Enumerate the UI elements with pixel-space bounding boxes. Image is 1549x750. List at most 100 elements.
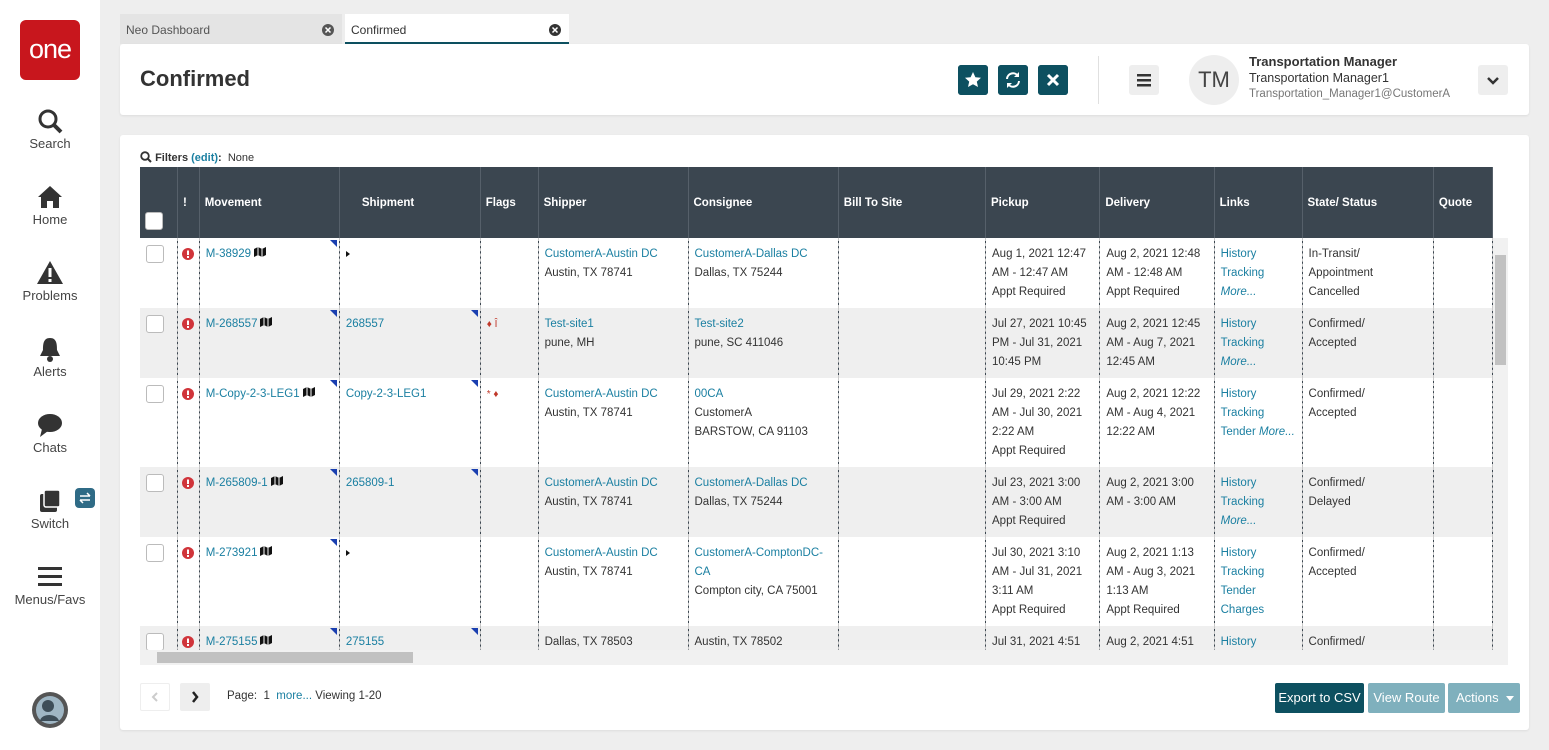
consignee-link[interactable]: CustomerA-Dallas DC (694, 248, 808, 260)
row-link[interactable]: History (1220, 477, 1257, 489)
row-checkbox[interactable] (146, 385, 164, 403)
table-viewport: ! Movement Shipment Flags Shipper Consignee Bi… (140, 167, 1493, 650)
nav-problems[interactable]: Problems (0, 260, 100, 303)
link-line: Charges (1221, 601, 1296, 620)
row-link[interactable]: Tracking (1220, 566, 1265, 578)
shipment-link[interactable]: 268557 (345, 318, 385, 330)
movement-link[interactable]: M-265809-1 (205, 477, 268, 489)
cell (177, 467, 200, 537)
map-icon[interactable] (260, 635, 273, 645)
row-link[interactable]: History (1220, 248, 1257, 260)
row-link[interactable]: History (1220, 636, 1257, 648)
row-link[interactable]: Tender (1220, 426, 1256, 438)
map-icon[interactable] (260, 546, 273, 556)
status-text: Delayed (1308, 496, 1351, 508)
nav-home[interactable]: Home (0, 184, 100, 227)
movement-link[interactable]: M-268557 (205, 318, 258, 330)
consignee-link[interactable]: CustomerA-Dallas DC (694, 477, 808, 489)
view-route-button[interactable]: View Route (1368, 683, 1445, 713)
h-scroll-thumb[interactable] (157, 652, 413, 663)
actions-button[interactable]: Actions (1448, 683, 1520, 713)
corner-flag (329, 469, 337, 476)
shipment-link[interactable]: 265809-1 (345, 477, 395, 489)
prev-page[interactable] (140, 683, 170, 711)
movement-link[interactable]: M-38929 (205, 248, 252, 260)
row-link[interactable]: History (1220, 388, 1257, 400)
v-scroll-thumb[interactable] (1495, 255, 1506, 365)
map-icon[interactable] (254, 247, 267, 257)
map-icon[interactable] (302, 387, 315, 397)
column-label: State/ Status (1307, 196, 1378, 209)
shipper-link[interactable]: Test-site1 (544, 318, 594, 330)
shipper-link[interactable]: CustomerA-Austin DC (544, 248, 658, 260)
link-line: History (1221, 385, 1296, 404)
row-checkbox[interactable] (146, 474, 164, 492)
shipment-link[interactable]: 275155 (345, 636, 385, 648)
nav-alerts[interactable]: Alerts (0, 336, 100, 379)
nav-chats[interactable]: Chats (0, 412, 100, 455)
row-checkbox[interactable] (146, 544, 164, 562)
cell: 268557 (339, 308, 481, 378)
map-icon[interactable] (260, 317, 273, 327)
refresh-button[interactable] (998, 65, 1028, 95)
nav-switch[interactable]: Switch (0, 488, 100, 531)
filters-edit[interactable]: (edit) (191, 152, 219, 164)
pager-more[interactable]: more... (276, 690, 313, 702)
close-button[interactable] (1038, 65, 1068, 95)
tab-close[interactable] (322, 24, 334, 36)
row-link[interactable]: Tender (1220, 585, 1256, 597)
row-link[interactable]: Tracking (1220, 496, 1265, 508)
consignee-link[interactable]: 00CA (694, 388, 724, 400)
menu-button[interactable] (1129, 65, 1159, 95)
corner-flag (470, 628, 478, 635)
header-cell: Links (1214, 167, 1303, 238)
shipper-link[interactable]: CustomerA-Austin DC (544, 477, 658, 489)
row-checkbox[interactable] (146, 315, 164, 333)
export-button[interactable]: Export to CSV (1275, 683, 1364, 713)
movement-link[interactable]: M-273921 (205, 547, 258, 559)
user-dropdown[interactable] (1478, 65, 1508, 95)
column-label: Consignee (693, 196, 753, 209)
row-link[interactable]: History (1220, 318, 1257, 330)
row-link[interactable]: More... (1220, 356, 1257, 368)
movement-link[interactable]: M-Copy-2-3-LEG1 (205, 388, 300, 400)
shipment-link[interactable]: Copy-2-3-LEG1 (345, 388, 427, 400)
shipper-link[interactable]: CustomerA-Austin DC (544, 547, 658, 559)
header-cell: Movement (199, 167, 340, 238)
logo[interactable]: one (20, 20, 80, 80)
consignee-link[interactable]: Test-site2 (694, 318, 744, 330)
shipper-link[interactable]: CustomerA-Austin DC (544, 388, 658, 400)
column-label: Shipper (543, 196, 587, 209)
consignee-address: Dallas, TX 75244 (694, 267, 783, 279)
h-scrollbar[interactable] (140, 650, 1508, 665)
v-scrollbar[interactable] (1493, 238, 1508, 650)
row-link[interactable]: Tracking (1220, 407, 1265, 419)
expand-arrow[interactable] (345, 550, 350, 556)
row-link[interactable]: More... (1259, 426, 1295, 438)
tab-close[interactable] (549, 24, 561, 36)
cell: Confirmed/Delayed (1302, 467, 1434, 537)
nav-menus[interactable]: Menus/Favs (0, 564, 100, 607)
row-checkbox[interactable] (146, 245, 164, 263)
row-link[interactable]: Tracking (1220, 337, 1265, 349)
movement-link[interactable]: M-275155 (205, 636, 258, 648)
pickup-text: Jul 27, 2021 10:45 PM - Jul 31, 2021 10:… (992, 318, 1087, 368)
consignee-link[interactable]: CustomerA-ComptonDC-CA (694, 547, 823, 578)
select-all[interactable] (145, 212, 163, 230)
favorite-button[interactable] (958, 65, 988, 95)
nav-search[interactable]: Search (0, 108, 100, 151)
row-link[interactable]: History (1220, 547, 1257, 559)
profile-avatar[interactable] (31, 691, 69, 729)
row-checkbox[interactable] (146, 633, 164, 650)
header-cell: Delivery (1099, 167, 1215, 238)
expand-arrow[interactable] (345, 251, 350, 257)
row-link[interactable]: More... (1220, 515, 1257, 527)
row-link[interactable]: Tracking (1220, 267, 1265, 279)
tab[interactable]: Neo Dashboard (120, 14, 342, 44)
switch-badge (75, 488, 95, 508)
tab-active[interactable]: Confirmed (345, 14, 569, 44)
row-link[interactable]: Charges (1220, 604, 1265, 616)
next-page[interactable] (180, 683, 210, 711)
map-icon[interactable] (270, 476, 283, 486)
row-link[interactable]: More... (1220, 286, 1257, 298)
